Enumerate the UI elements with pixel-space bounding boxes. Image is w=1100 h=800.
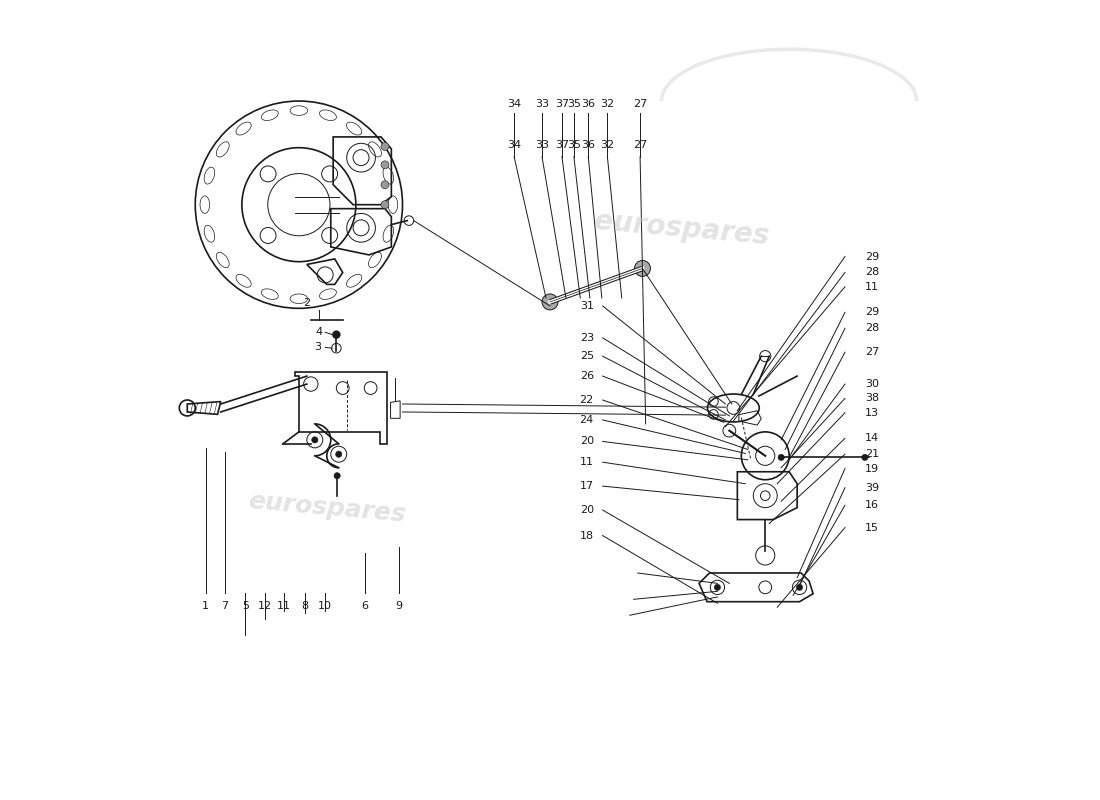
Circle shape [334,473,340,479]
Text: 27: 27 [632,141,647,150]
Text: 39: 39 [865,482,879,493]
Text: 13: 13 [865,408,879,418]
Text: 24: 24 [580,415,594,425]
Text: 11: 11 [865,282,879,292]
Circle shape [332,330,340,338]
Text: 37: 37 [554,99,569,109]
Circle shape [311,437,318,443]
Circle shape [778,454,784,461]
Circle shape [381,181,389,189]
Text: 21: 21 [865,450,879,459]
Text: 5: 5 [242,601,249,611]
Text: 11: 11 [580,457,594,467]
Text: eurospares: eurospares [593,207,770,250]
Text: eurospares: eurospares [248,489,407,526]
Text: 25: 25 [580,351,594,361]
Text: 22: 22 [580,395,594,405]
Text: 33: 33 [535,141,549,150]
Text: 16: 16 [865,500,879,510]
Text: 27: 27 [632,99,647,109]
Text: 33: 33 [535,99,549,109]
Text: 2: 2 [304,298,310,308]
Text: 32: 32 [601,141,615,150]
Circle shape [796,584,803,590]
Text: 38: 38 [865,394,879,403]
Text: 11: 11 [277,601,290,611]
Text: 26: 26 [580,371,594,381]
Text: 20: 20 [580,437,594,446]
Circle shape [381,142,389,150]
Text: 34: 34 [507,99,521,109]
Text: 27: 27 [865,347,879,357]
Text: 1: 1 [202,601,209,611]
Circle shape [542,294,558,310]
Text: 14: 14 [865,434,879,443]
Text: 17: 17 [580,481,594,491]
Text: 20: 20 [580,505,594,515]
Text: 6: 6 [362,601,369,611]
Text: 28: 28 [865,267,879,278]
Text: 4: 4 [316,327,322,338]
Text: 15: 15 [865,522,879,533]
Text: 23: 23 [580,333,594,343]
Text: 9: 9 [395,601,403,611]
Circle shape [635,261,650,277]
Text: 10: 10 [318,601,332,611]
Text: 7: 7 [221,601,229,611]
Text: 3: 3 [314,342,321,352]
Text: 34: 34 [507,141,521,150]
Text: 36: 36 [581,141,595,150]
Text: 29: 29 [865,251,879,262]
Text: 37: 37 [554,141,569,150]
Text: 18: 18 [580,530,594,541]
Circle shape [714,584,720,590]
Text: 12: 12 [257,601,272,611]
Text: 35: 35 [566,141,581,150]
Text: 29: 29 [865,307,879,318]
Circle shape [336,451,342,458]
Circle shape [381,161,389,169]
Circle shape [861,454,868,461]
Text: 36: 36 [581,99,595,109]
Text: 8: 8 [301,601,309,611]
Text: 31: 31 [580,301,594,311]
Text: 32: 32 [601,99,615,109]
Text: 30: 30 [865,379,879,389]
Text: 35: 35 [566,99,581,109]
Text: 28: 28 [865,323,879,334]
Text: 19: 19 [865,463,879,474]
Circle shape [381,201,389,209]
